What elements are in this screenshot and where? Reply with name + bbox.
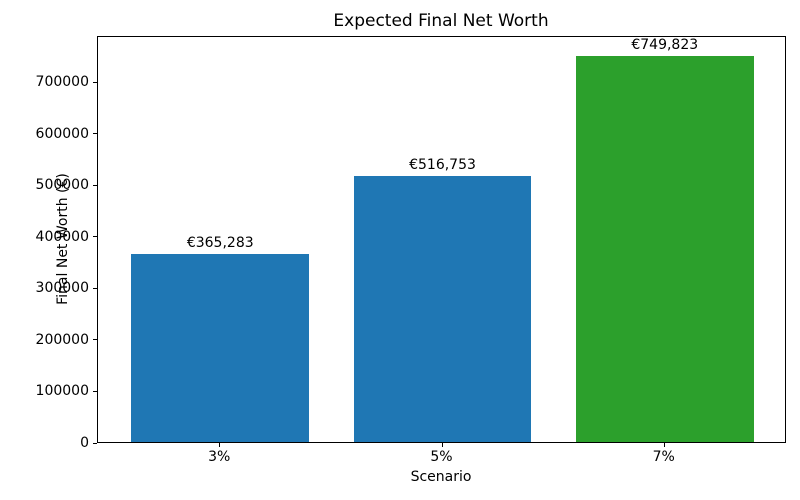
x-tick [441,443,443,447]
y-tick [93,184,97,186]
y-tick [93,81,97,83]
x-tick [663,443,665,447]
y-tick-label: 200000 [35,331,89,348]
y-tick-label: 0 [80,435,89,451]
y-tick [93,442,97,444]
bar-5% [353,176,532,442]
bar-7% [575,56,754,442]
y-tick-label: 400000 [35,228,89,245]
bar-3% [131,254,310,442]
bar-value-label: €749,823 [631,37,699,53]
y-tick [93,133,97,135]
x-tick-label: 5% [430,449,453,465]
y-tick [93,390,97,392]
y-tick-label: 100000 [35,383,89,400]
y-tick [93,236,97,238]
y-tick [93,287,97,289]
y-tick-label: 600000 [35,125,89,142]
plot-area: €365,283 €516,753 €749,823 [97,36,786,443]
x-tick-label: 3% [208,449,231,465]
y-tick-label: 300000 [35,280,89,297]
x-axis-label: Scenario [410,469,472,485]
chart-title: Expected Final Net Worth [333,11,549,31]
y-tick-label: 700000 [35,74,89,91]
x-tick-label: 7% [652,449,675,465]
bar-value-label: €365,283 [186,235,254,251]
y-tick-label: 500000 [35,177,89,194]
y-tick [93,339,97,341]
x-tick [219,443,221,447]
bar-value-label: €516,753 [409,157,476,173]
